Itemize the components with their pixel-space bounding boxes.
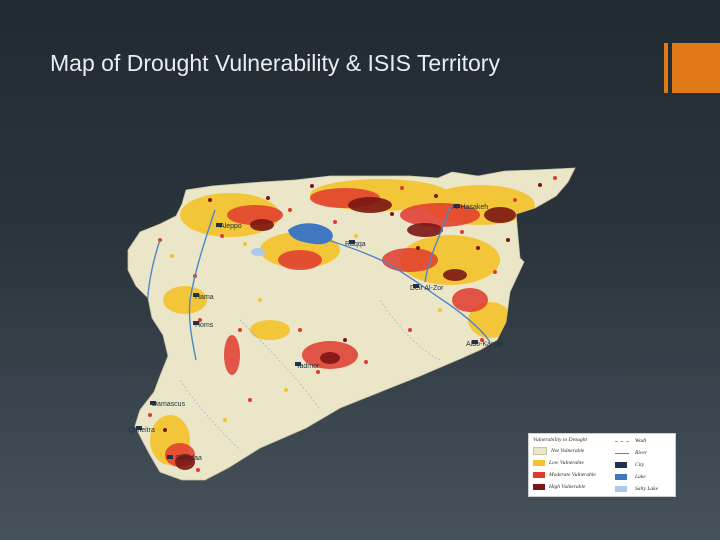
legend-swatch: [533, 472, 545, 478]
wadis: [179, 299, 441, 451]
legend-title: Vulnerability to Drought: [533, 437, 588, 443]
city-label: Hama: [195, 294, 214, 301]
city-label: Sweidaa: [175, 455, 202, 462]
legend-line: [615, 452, 629, 454]
legend-label: Salty Lake: [635, 486, 659, 492]
legend-row-lake: Lake: [615, 473, 646, 481]
moderate-vulnerability-areas: [165, 188, 488, 467]
city-label: Raqqa: [345, 241, 366, 248]
vulnerability-speckles: [148, 176, 557, 472]
legend-label: Wadi: [635, 438, 647, 444]
legend-label: Moderate Vulnerable: [549, 472, 596, 478]
accent-bar-thin: [664, 43, 668, 93]
city-label: Aleppo: [220, 223, 242, 230]
legend-row-wadi: Wadi: [615, 437, 646, 445]
legend-label: Lake: [635, 474, 646, 480]
legend-swatch: [533, 484, 545, 490]
legend-swatch: [615, 474, 627, 480]
legend-row-salty-lake: Salty Lake: [615, 485, 658, 493]
city-markers: [136, 204, 478, 459]
legend-line: [615, 440, 629, 442]
legend-row-high-vulnerable: High Vulnerable: [533, 483, 585, 491]
city-label: Quneitra: [128, 427, 155, 434]
city-label: Deir Al-Zor: [410, 285, 444, 292]
slide-title: Map of Drought Vulnerability & ISIS Terr…: [50, 50, 500, 76]
high-vulnerability-areas: [175, 197, 516, 470]
lake-assad: [288, 223, 333, 245]
legend-swatch: [615, 486, 627, 492]
accent-bars: [664, 43, 720, 93]
legend-row-low-vulnerable: Low Vulnerable: [533, 459, 584, 467]
legend-label: Not Vulnerable: [551, 448, 585, 454]
legend-row-city: City: [615, 461, 644, 469]
legend-swatch: [615, 462, 627, 468]
legend-row-moderate-vulnerable: Moderate Vulnerable: [533, 471, 596, 479]
city-label: Damascus: [152, 401, 186, 408]
city-label: Albo-Kamal: [466, 341, 503, 348]
legend-swatch: [533, 460, 545, 466]
legend-row-river: River: [615, 449, 647, 457]
salty-lake: [251, 248, 265, 256]
legend-label: City: [635, 462, 645, 468]
city-label: Tadmor: [296, 363, 320, 370]
map-legend: Vulnerability to Drought Not Vulnerable …: [528, 433, 676, 497]
legend-swatch: [533, 447, 547, 455]
city-label: Homs: [195, 322, 214, 329]
accent-bar-thick: [672, 43, 720, 93]
legend-label: High Vulnerable: [549, 484, 586, 490]
legend-label: River: [635, 450, 647, 456]
city-label: Al-Hasakeh: [452, 204, 488, 211]
legend-row-not-vulnerable: Not Vulnerable: [533, 447, 584, 455]
legend-label: Low Vulnerable: [549, 460, 584, 466]
